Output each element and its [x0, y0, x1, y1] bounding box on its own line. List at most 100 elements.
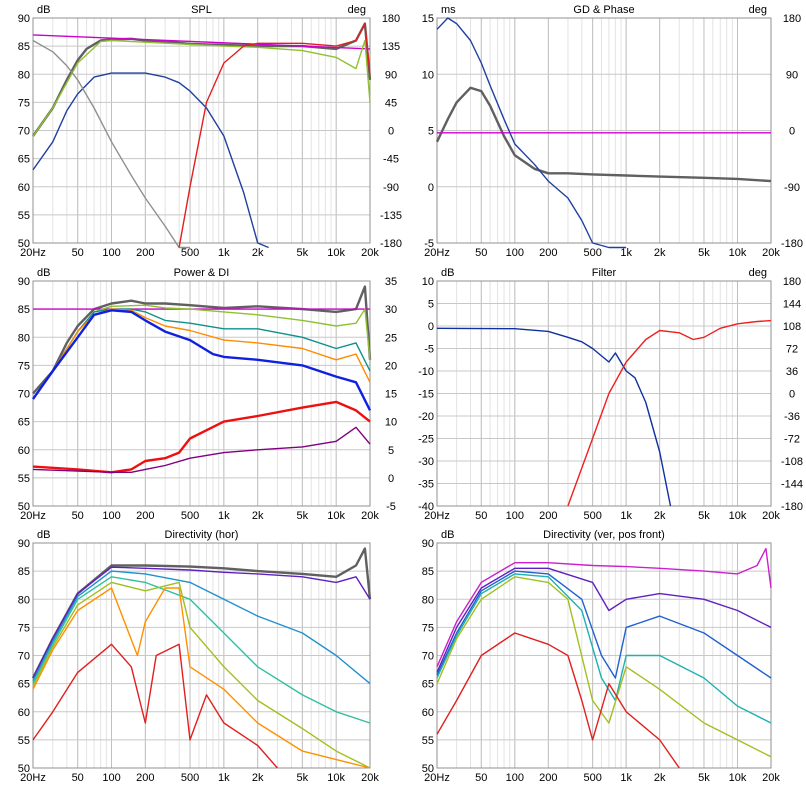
left-axis-unit: dB — [37, 267, 50, 279]
y-tick-label: 80 — [18, 332, 30, 344]
x-tick-label: 100 — [102, 510, 120, 522]
x-tick-label: 200 — [136, 510, 154, 522]
series-line — [32, 426, 371, 473]
series-line — [32, 34, 371, 50]
y-tick-label: 55 — [18, 735, 30, 747]
x-tick-label: 5k — [297, 772, 309, 784]
chart-panel-5: Directivity (hor)dB90858075706560555020H… — [18, 529, 380, 784]
y2-tick-label: 0 — [789, 126, 795, 138]
x-tick-label: 2k — [252, 247, 264, 259]
x-tick-label: 500 — [181, 510, 199, 522]
x-tick-label: 20k — [762, 247, 780, 259]
y-tick-label: 90 — [18, 538, 30, 550]
chart-title: SPL — [191, 4, 212, 16]
left-axis-unit: dB — [441, 267, 454, 279]
x-tick-label: 50 — [72, 772, 84, 784]
y2-tick-label: 30 — [385, 304, 397, 316]
y-tick-label: 0 — [428, 321, 434, 333]
y2-tick-label: 144 — [783, 299, 801, 311]
series-line — [436, 567, 772, 673]
y-tick-label: 75 — [18, 360, 30, 372]
y2-tick-label: -180 — [781, 238, 803, 250]
y-tick-label: 10 — [422, 276, 434, 288]
x-tick-label: 5k — [297, 510, 309, 522]
x-tick-label: 20Hz — [424, 247, 450, 259]
y2-tick-label: 90 — [786, 69, 798, 81]
y-tick-label: -30 — [418, 456, 434, 468]
chart-panel-6: Directivity (ver, pos front) dB 90 85 80 75 70… — [422, 529, 781, 784]
x-tick-label: 200 — [136, 772, 154, 784]
x-tick-label: 10k — [729, 247, 747, 259]
x-tick-label: 500 — [583, 772, 601, 784]
x-tick-label: 1k — [620, 247, 632, 259]
y-tick-label: -25 — [418, 434, 434, 446]
y-tick-label: 90 — [18, 276, 30, 288]
x-tick-label: 2k — [252, 510, 264, 522]
y-tick-label: 55 — [18, 210, 30, 222]
y2-tick-label: 108 — [783, 321, 801, 333]
y2-tick-label: -45 — [383, 154, 399, 166]
y-tick-label: 80 — [18, 594, 30, 606]
series-line — [435, 86, 772, 183]
x-tick-label: 20k — [762, 772, 780, 784]
x-tick-label: 20Hz — [20, 247, 46, 259]
y-tick-label: -5 — [424, 238, 434, 250]
plot-frame — [436, 280, 772, 507]
y2-tick-label: -108 — [781, 456, 803, 468]
y2-tick-label: 45 — [385, 97, 397, 109]
series-line — [32, 308, 371, 400]
y-tick-label: 0 — [428, 182, 434, 194]
x-tick-label: 200 — [539, 247, 557, 259]
y2-tick-label: -90 — [784, 182, 800, 194]
y-tick-label: 85 — [18, 41, 30, 53]
series-line — [436, 570, 772, 679]
x-tick-label: 20k — [361, 510, 379, 522]
y-tick-label: 80 — [422, 594, 434, 606]
y-tick-label: 5 — [428, 299, 434, 311]
y2-tick-label: 135 — [382, 41, 400, 53]
series-line — [32, 72, 269, 249]
series-line — [567, 319, 772, 507]
series-line — [178, 22, 371, 248]
x-tick-label: 500 — [181, 247, 199, 259]
x-tick-label: 50 — [475, 510, 487, 522]
y-tick-label: 65 — [18, 154, 30, 166]
left-axis-unit: dB — [37, 529, 50, 541]
x-tick-label: 20Hz — [20, 510, 46, 522]
y-tick-label: -40 — [418, 501, 434, 513]
y-tick-label: 75 — [422, 622, 434, 634]
series-line — [32, 581, 371, 769]
x-tick-label: 2k — [252, 772, 264, 784]
y-tick-label: 70 — [18, 389, 30, 401]
y-tick-label: 60 — [18, 445, 30, 457]
y-tick-label: 50 — [18, 238, 30, 250]
y2-tick-label: 25 — [385, 332, 397, 344]
x-tick-label: 1k — [620, 510, 632, 522]
series-line — [436, 547, 772, 668]
right-axis-unit: deg — [749, 267, 767, 279]
y2-tick-label: 35 — [385, 276, 397, 288]
series-line — [436, 573, 772, 724]
x-tick-label: 20k — [762, 510, 780, 522]
y-tick-label: 65 — [422, 679, 434, 691]
series-line — [32, 587, 371, 769]
y-tick-label: 80 — [18, 69, 30, 81]
y-tick-label: 90 — [18, 13, 30, 25]
y-tick-label: 50 — [18, 501, 30, 513]
y2-tick-label: 0 — [388, 473, 394, 485]
y2-tick-label: -180 — [380, 238, 402, 250]
y2-tick-label: -144 — [781, 479, 803, 491]
series-line — [32, 39, 371, 137]
x-tick-label: 10k — [327, 772, 345, 784]
y-tick-label: 90 — [422, 538, 434, 550]
right-axis-unit: deg — [348, 4, 366, 16]
x-tick-label: 500 — [583, 510, 601, 522]
y-tick-label: 60 — [422, 707, 434, 719]
y-tick-label: 85 — [422, 566, 434, 578]
plot-frame — [32, 17, 371, 244]
series-line — [32, 643, 278, 769]
x-tick-label: 500 — [583, 247, 601, 259]
x-tick-label: 2k — [654, 510, 666, 522]
plot-frame — [436, 542, 772, 769]
